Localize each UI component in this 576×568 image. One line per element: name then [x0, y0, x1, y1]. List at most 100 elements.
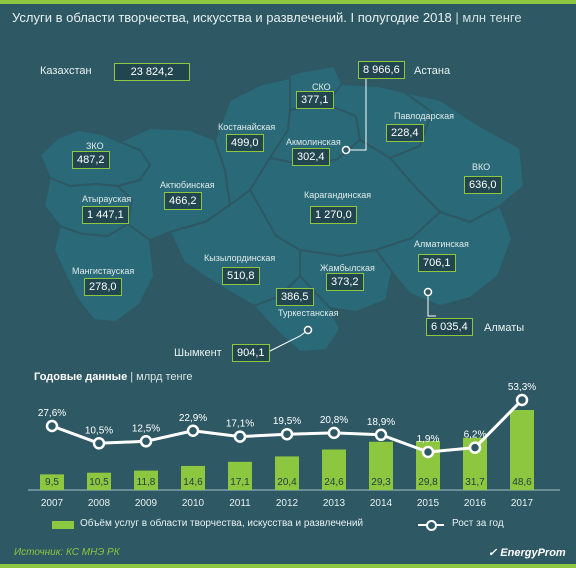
chart-section-title: Годовые данные | млрд тенге: [34, 371, 193, 383]
leader-almaty: [427, 296, 436, 317]
bar-value-label: 14,6: [183, 477, 203, 488]
growth-point-2014: [374, 428, 388, 442]
bar-value-label: 29,3: [371, 477, 391, 488]
zko-value: 487,2: [72, 151, 110, 169]
bar-2011: [228, 461, 252, 490]
x-tick-label: 2017: [511, 498, 534, 509]
bar-2008: [87, 472, 111, 490]
x-tick-label: 2015: [417, 498, 440, 509]
x-tick-label: 2014: [370, 498, 393, 509]
region-turkestan-shape: [253, 275, 341, 353]
astana-value: 8 966,6: [358, 61, 405, 79]
growth-point-2015: [421, 445, 435, 459]
mangystau-label: Мангистауская: [72, 266, 135, 276]
zko-label: ЗКО: [86, 141, 104, 151]
atyrau-label: Атырауская: [82, 194, 132, 204]
total-label: Казахстан: [40, 65, 92, 77]
growth-value-label: 53,3%: [508, 382, 536, 393]
vko-value: 636,0: [464, 176, 502, 194]
growth-point-2009: [139, 435, 153, 448]
bar-2013: [322, 449, 346, 490]
growth-point-2011: [233, 430, 247, 443]
top-accent-bar: [0, 0, 576, 4]
x-tick-label: 2013: [323, 498, 346, 509]
karaganda-label: Карагандинская: [304, 190, 372, 200]
bar-value-label: 48,6: [512, 477, 532, 488]
bar-2012: [275, 456, 299, 490]
growth-point-2008: [92, 437, 106, 450]
growth-point-2016: [468, 441, 482, 454]
source-note: Источник: КС МНЭ РК: [14, 547, 120, 558]
bar-value-label: 29,8: [418, 477, 438, 488]
x-tick-label: 2011: [229, 498, 251, 509]
almaty-region-value: 706,1: [418, 254, 456, 272]
growth-value-label: 1,9%: [417, 434, 440, 445]
zhambyl-value: 373,2: [326, 273, 364, 291]
growth-value-label: 20,8%: [320, 415, 348, 426]
x-tick-label: 2012: [276, 498, 299, 509]
bar-2009: [134, 470, 158, 490]
x-tick-label: 2009: [135, 498, 158, 509]
atyrau-value: 1 447,1: [82, 206, 129, 224]
akmola-value: 302,4: [292, 148, 330, 166]
bar-2007: [40, 474, 64, 490]
growth-point-2013: [327, 426, 341, 440]
bar-value-label: 17,1: [230, 477, 250, 488]
zhambyl-label: Жамбылская: [320, 263, 375, 273]
bar-2017: [510, 410, 534, 490]
bar-value-label: 31,7: [465, 477, 485, 488]
shymkent-value: 904,1: [232, 344, 270, 362]
growth-point-2010: [186, 424, 200, 438]
brand-logo: ✓ EnergyProm: [488, 546, 566, 559]
astana-label: Астана: [414, 65, 451, 77]
karaganda-value: 1 270,0: [310, 206, 357, 224]
bar-value-label: 20,4: [277, 477, 297, 488]
bottom-accent-bar: [0, 564, 576, 568]
annual-chart: 9,5 10,5 11,8 14,6 17,1 20,4 24,6 29,3 29,8 31,7 4…: [28, 382, 560, 509]
legend-line-label: Рост за год: [452, 518, 504, 529]
bar-2014: [369, 441, 393, 490]
kostanay-value: 499,0: [226, 134, 264, 152]
vko-label: ВКО: [472, 162, 491, 172]
growth-value-label: 12,5%: [132, 423, 160, 434]
almaty-city-value: 6 035,4: [426, 318, 473, 336]
chart-section-unit: | млрд тенге: [130, 371, 193, 383]
title-unit: | млн тенге: [455, 10, 522, 25]
brand-icon: ✓: [488, 547, 498, 559]
growth-point-2012: [280, 427, 294, 441]
page-title: Услуги в области творчества, искусства и…: [12, 10, 522, 25]
growth-value-label: 22,9%: [179, 413, 207, 424]
growth-point-2017: [515, 393, 529, 407]
bar-value-label: 9,5: [45, 477, 59, 488]
kyzylorda-value: 510,8: [222, 267, 260, 285]
legend-line-marker-icon: [426, 520, 437, 531]
brand-name: EnergyProm: [500, 547, 566, 559]
pavlodar-value: 228,4: [386, 124, 424, 142]
region-mangystau-shape: [53, 223, 155, 323]
growth-value-label: 18,9%: [367, 417, 395, 428]
almaty-marker-icon: [423, 287, 433, 297]
aktobe-label: Актюбинская: [160, 180, 215, 190]
turkestan-value: 386,5: [276, 288, 314, 306]
growth-value-label: 19,5%: [273, 416, 301, 427]
growth-value-label: 17,1%: [226, 419, 254, 430]
aktobe-value: 466,2: [164, 192, 202, 210]
almaty-city-label: Алматы: [484, 322, 525, 334]
bar-value-label: 10,5: [89, 477, 109, 488]
growth-value-label: 10,5%: [85, 425, 113, 436]
x-tick-label: 2016: [464, 498, 487, 509]
bar-2010: [181, 465, 205, 490]
kostanay-label: Костанайская: [218, 122, 276, 132]
shymkent-label: Шымкент: [174, 347, 222, 359]
x-tick-label: 2008: [88, 498, 111, 509]
legend-bar-label: Объём услуг в области творчества, искусс…: [80, 518, 364, 529]
sko-label: СКО: [312, 82, 331, 92]
growth-point-2007: [45, 419, 59, 433]
kyzylorda-label: Кызылординская: [204, 253, 276, 263]
legend-bar-swatch: [52, 521, 74, 529]
total-value: 23 824,2: [114, 63, 190, 81]
x-tick-label: 2007: [41, 498, 64, 509]
bar-value-label: 24,6: [324, 477, 344, 488]
shymkent-marker-icon: [303, 325, 313, 335]
